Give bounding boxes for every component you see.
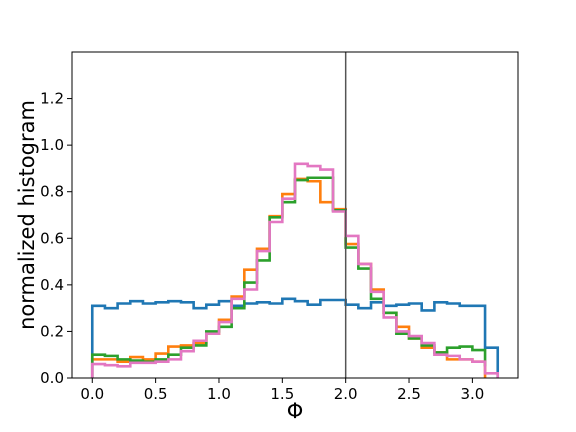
y-axis-ticks: 0.0 0.2 0.4 0.6 0.8 1.0 1.2 <box>40 90 72 387</box>
y-tick-label: 0.2 <box>40 322 64 340</box>
series-4-step-line <box>90 162 500 378</box>
x-tick-label: 0.5 <box>144 385 168 403</box>
x-tick-label: 3.0 <box>460 385 484 403</box>
y-tick-label: 0.0 <box>40 369 64 387</box>
series-layer <box>90 162 500 378</box>
x-tick-label: 2.0 <box>334 385 358 403</box>
y-tick-label: 1.0 <box>40 136 64 154</box>
x-axis-label: Φ <box>287 399 304 423</box>
x-axis-ticks: 0.0 0.5 1.0 1.5 2.0 2.5 3.0 <box>80 378 484 403</box>
y-tick-label: 0.6 <box>40 229 64 247</box>
series-1-step-line <box>90 297 500 378</box>
plot-frame <box>71 51 519 379</box>
y-tick-label: 0.8 <box>40 183 64 201</box>
y-axis-label: normalized histogram <box>15 100 39 330</box>
x-tick-label: 1.0 <box>207 385 231 403</box>
x-tick-label: 1.5 <box>270 385 294 403</box>
y-tick-label: 0.4 <box>40 276 64 294</box>
y-tick-label: 1.2 <box>40 90 64 108</box>
x-tick-label: 0.0 <box>80 385 104 403</box>
x-tick-label: 2.5 <box>397 385 421 403</box>
